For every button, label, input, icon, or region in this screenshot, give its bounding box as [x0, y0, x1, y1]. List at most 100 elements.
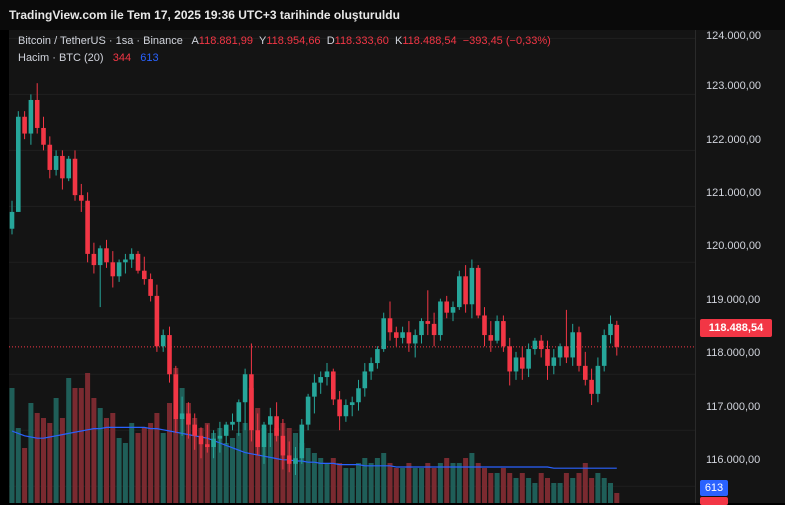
- volume-bar: [22, 448, 28, 503]
- candle-body: [148, 279, 153, 296]
- volume-bar: [444, 458, 450, 503]
- volume-bar: [406, 463, 412, 503]
- candle-body: [526, 349, 531, 369]
- price-volume-plot[interactable]: [9, 30, 695, 503]
- volume-bar: [582, 463, 588, 503]
- price-axis[interactable]: 124.000,00 123.000,00 122.000,00 121.000…: [695, 30, 785, 505]
- volume-bar: [494, 473, 500, 503]
- volume-bar: [557, 483, 563, 503]
- candle-body: [217, 435, 223, 439]
- volume-bar: [41, 418, 46, 503]
- volume-bar: [393, 468, 399, 503]
- candle-body: [570, 332, 575, 358]
- candle-body: [72, 158, 78, 196]
- price-tick: 116.000,00: [706, 454, 761, 466]
- volume-bar: [59, 418, 65, 503]
- high-label: Y: [258, 35, 267, 47]
- candle-body: [551, 357, 557, 366]
- volume-bar: [545, 478, 550, 503]
- volume-bar: [78, 388, 84, 503]
- candle-body: [293, 458, 298, 464]
- candle-body: [66, 158, 71, 179]
- close-label: K: [395, 35, 403, 47]
- volume-bar: [469, 453, 475, 503]
- volume-row: Hacim · BTC (20) 344 613: [18, 52, 551, 69]
- symbol-label[interactable]: Bitcoin / TetherUS · 1sa · Binance: [18, 35, 183, 47]
- volume-value: 344: [112, 52, 132, 64]
- candle-body: [614, 324, 620, 347]
- volume-bar: [507, 473, 513, 503]
- candle-body: [236, 402, 242, 422]
- candle-body: [595, 365, 601, 394]
- candle-body: [356, 388, 361, 403]
- volume-bar: [267, 433, 273, 503]
- candle-body: [186, 413, 191, 425]
- candle-body: [438, 301, 443, 336]
- candle-body: [28, 99, 34, 134]
- volume-bar: [330, 458, 336, 503]
- volume-indicator-label[interactable]: Hacim · BTC (20): [18, 52, 104, 64]
- candle-body: [349, 402, 355, 406]
- candle-body: [368, 363, 374, 372]
- candle-body: [469, 267, 475, 305]
- volume-bar: [28, 403, 34, 503]
- candle-body: [576, 332, 582, 366]
- volume-bar: [551, 483, 557, 503]
- volume-ma-line: [11, 426, 617, 469]
- volume-bar: [368, 463, 374, 503]
- candle-body: [400, 332, 405, 338]
- candle-body: [79, 195, 84, 201]
- chart-pane[interactable]: Bitcoin / TetherUS · 1sa · Binance A118.…: [9, 30, 695, 503]
- volume-ma-value: 613: [140, 52, 159, 64]
- candle-body: [160, 335, 166, 347]
- candle-body: [34, 99, 40, 128]
- low-value: 118.333,60: [334, 35, 389, 47]
- volume-bar: [356, 463, 361, 503]
- high-value: 118.954,66: [266, 35, 321, 47]
- candle-body: [412, 335, 418, 344]
- candle-body: [286, 455, 292, 464]
- price-tick: 123.000,00: [706, 80, 762, 92]
- ohlc-row: Bitcoin / TetherUS · 1sa · Binance A118.…: [18, 35, 551, 52]
- volume-bar: [91, 398, 97, 503]
- price-tick: 124.000,00: [706, 30, 762, 42]
- last-price-tag: 118.488,54: [700, 319, 772, 337]
- volume-bar: [482, 468, 487, 503]
- volume-bar: [116, 438, 122, 503]
- candle-body: [482, 315, 487, 336]
- candle-body: [47, 144, 53, 170]
- volume-bar: [570, 478, 576, 503]
- candle-body: [242, 374, 248, 403]
- volume-bar: [601, 478, 607, 503]
- candle-body: [318, 377, 323, 383]
- candle-body: [280, 435, 286, 456]
- candle-body: [255, 430, 260, 448]
- volume-bar: [374, 458, 380, 503]
- candle-body: [85, 200, 90, 254]
- volume-bar: [311, 453, 317, 503]
- candle-body: [507, 346, 512, 372]
- volume-bar: [337, 463, 343, 503]
- candle-body: [116, 262, 122, 277]
- price-tick: 120.000,00: [706, 240, 762, 252]
- volume-bars: [9, 368, 620, 503]
- candle-body: [22, 116, 27, 134]
- candle-body: [179, 413, 185, 420]
- volume-bar: [463, 458, 469, 503]
- candle-body: [394, 332, 399, 338]
- volume-bar: [274, 428, 280, 503]
- candle-body: [501, 321, 506, 347]
- volume-bar: [349, 468, 355, 503]
- volume-bar: [381, 453, 387, 503]
- candle-body: [520, 357, 525, 369]
- volume-bar: [437, 463, 443, 503]
- candle-body: [387, 318, 393, 333]
- candle-body: [488, 335, 494, 341]
- volume-bar: [122, 443, 128, 503]
- candle-body: [97, 248, 103, 266]
- candle-body: [608, 323, 613, 336]
- candle-body: [305, 396, 311, 425]
- candle-body: [583, 365, 588, 380]
- volume-bar: [167, 403, 172, 503]
